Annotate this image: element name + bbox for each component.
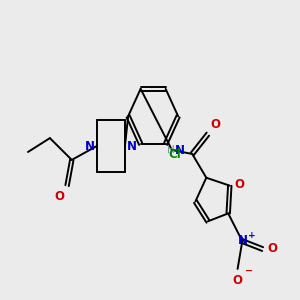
Text: Cl: Cl xyxy=(169,148,182,161)
Text: H: H xyxy=(167,146,174,155)
Text: O: O xyxy=(234,178,244,191)
Text: O: O xyxy=(210,118,220,131)
Text: +: + xyxy=(248,231,256,240)
Text: O: O xyxy=(55,190,64,202)
Text: N: N xyxy=(238,234,248,247)
Text: O: O xyxy=(232,274,242,286)
Text: N: N xyxy=(85,140,95,153)
Text: −: − xyxy=(244,266,253,276)
Text: O: O xyxy=(267,242,277,255)
Text: N: N xyxy=(127,140,136,153)
Text: N: N xyxy=(175,144,185,157)
